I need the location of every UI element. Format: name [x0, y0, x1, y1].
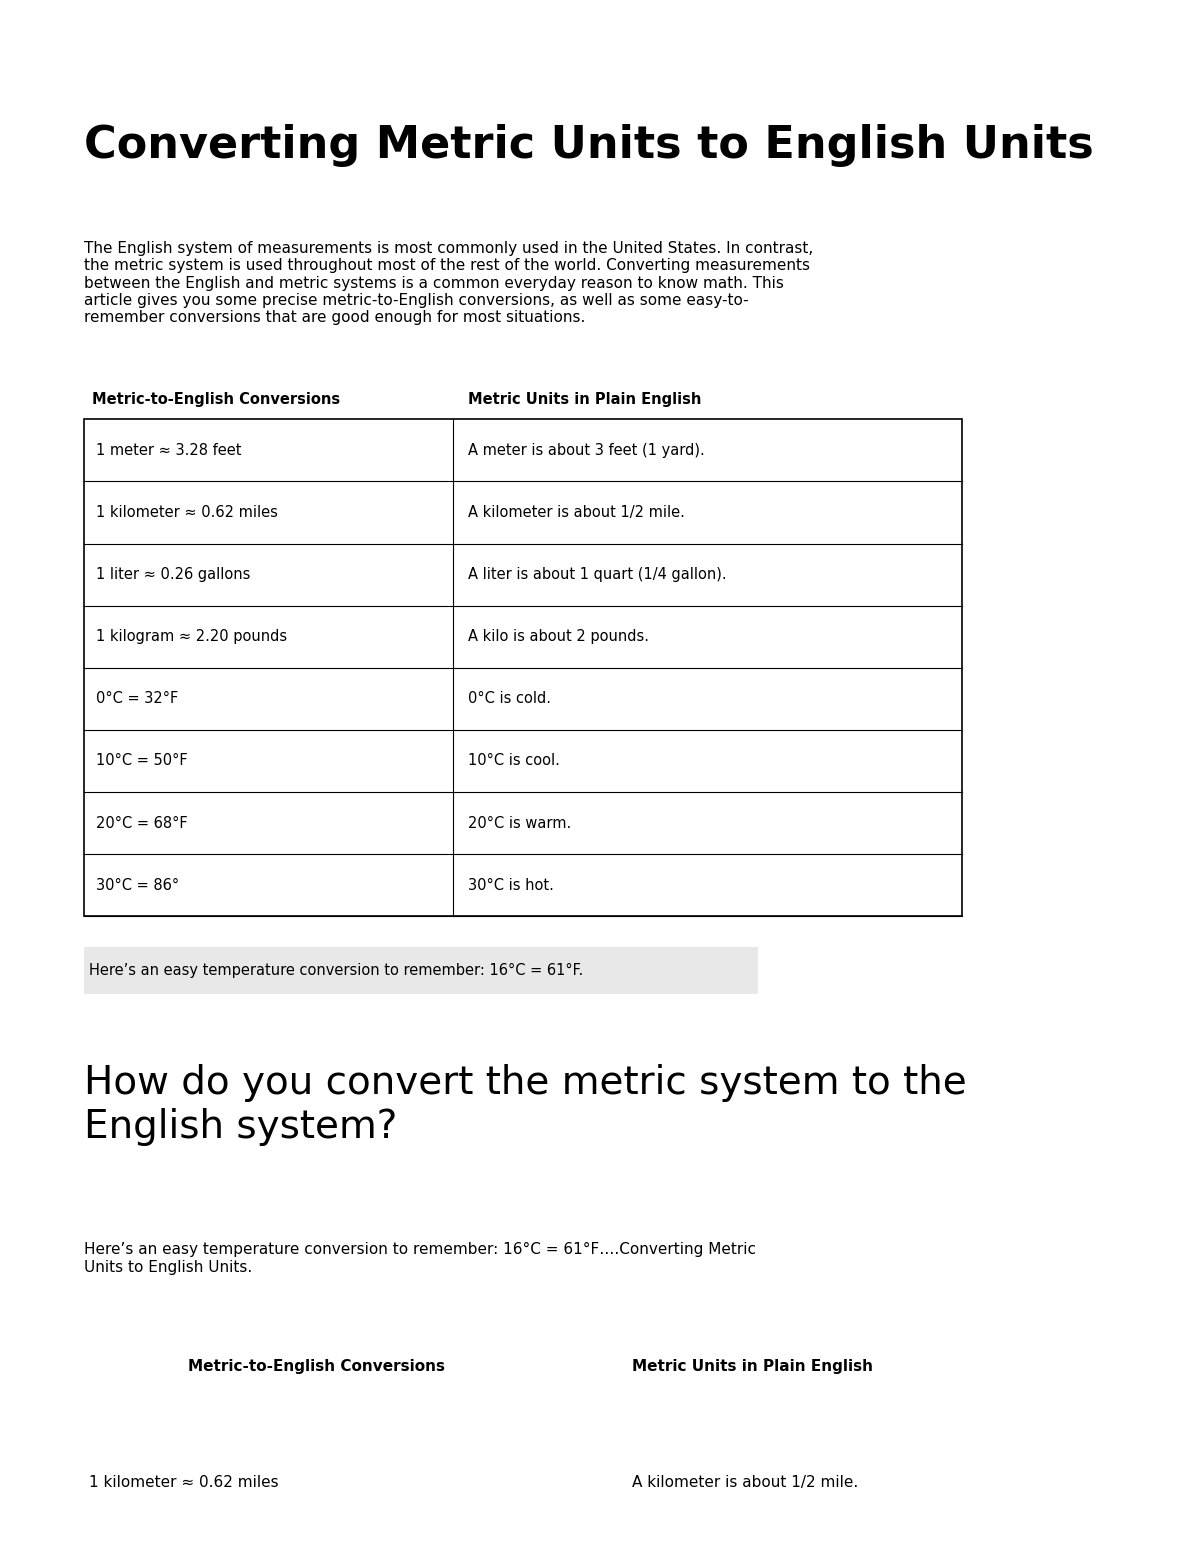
- Text: Here’s an easy temperature conversion to remember: 16°C = 61°F….Converting Metri: Here’s an easy temperature conversion to…: [84, 1242, 756, 1275]
- Text: Metric Units in Plain English: Metric Units in Plain English: [632, 1359, 874, 1374]
- Text: 20°C = 68°F: 20°C = 68°F: [96, 815, 188, 831]
- Text: 1 meter ≈ 3.28 feet: 1 meter ≈ 3.28 feet: [96, 443, 241, 458]
- Text: Metric-to-English Conversions: Metric-to-English Conversions: [92, 391, 340, 407]
- Text: Here’s an easy temperature conversion to remember: 16°C = 61°F.: Here’s an easy temperature conversion to…: [89, 963, 583, 978]
- Text: 1 kilometer ≈ 0.62 miles: 1 kilometer ≈ 0.62 miles: [96, 505, 278, 520]
- Text: A kilometer is about 1/2 mile.: A kilometer is about 1/2 mile.: [632, 1475, 858, 1491]
- Text: A kilometer is about 1/2 mile.: A kilometer is about 1/2 mile.: [468, 505, 685, 520]
- FancyBboxPatch shape: [84, 947, 758, 994]
- Text: Metric Units in Plain English: Metric Units in Plain English: [468, 391, 702, 407]
- Text: 10°C = 50°F: 10°C = 50°F: [96, 753, 188, 769]
- Text: 1 liter ≈ 0.26 gallons: 1 liter ≈ 0.26 gallons: [96, 567, 251, 582]
- Text: 30°C = 86°: 30°C = 86°: [96, 877, 179, 893]
- Text: 30°C is hot.: 30°C is hot.: [468, 877, 554, 893]
- Text: A meter is about 3 feet (1 yard).: A meter is about 3 feet (1 yard).: [468, 443, 706, 458]
- Text: How do you convert the metric system to the
English system?: How do you convert the metric system to …: [84, 1064, 966, 1146]
- Text: Converting Metric Units to English Units: Converting Metric Units to English Units: [84, 124, 1093, 168]
- Text: The English system of measurements is most commonly used in the United States. I: The English system of measurements is mo…: [84, 241, 812, 325]
- Text: A kilo is about 2 pounds.: A kilo is about 2 pounds.: [468, 629, 649, 644]
- Text: A liter is about 1 quart (1/4 gallon).: A liter is about 1 quart (1/4 gallon).: [468, 567, 727, 582]
- Text: 1 kilogram ≈ 2.20 pounds: 1 kilogram ≈ 2.20 pounds: [96, 629, 287, 644]
- Text: 20°C is warm.: 20°C is warm.: [468, 815, 571, 831]
- Text: 1 kilometer ≈ 0.62 miles: 1 kilometer ≈ 0.62 miles: [89, 1475, 278, 1491]
- Text: 0°C = 32°F: 0°C = 32°F: [96, 691, 179, 707]
- Text: 0°C is cold.: 0°C is cold.: [468, 691, 551, 707]
- FancyBboxPatch shape: [84, 419, 962, 916]
- Text: Metric-to-English Conversions: Metric-to-English Conversions: [188, 1359, 445, 1374]
- Text: 10°C is cool.: 10°C is cool.: [468, 753, 560, 769]
